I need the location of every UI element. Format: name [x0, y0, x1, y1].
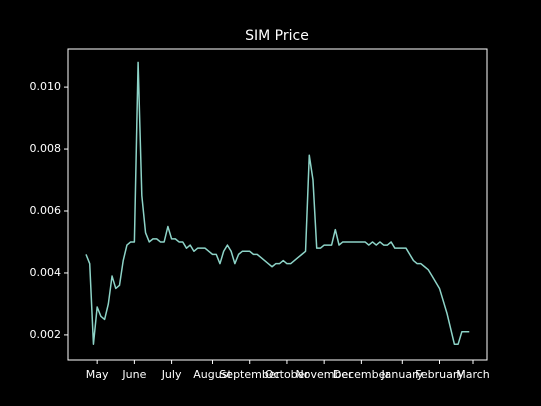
y-tick-label: 0.004 — [30, 266, 62, 279]
x-tick-label: January — [380, 368, 423, 381]
x-tick-label: October — [265, 368, 309, 381]
y-tick-label: 0.002 — [30, 328, 62, 341]
x-tick-label: February — [415, 368, 464, 381]
x-tick-label: May — [86, 368, 109, 381]
price-line — [85, 61, 470, 345]
x-tick-label: December — [333, 368, 391, 381]
y-tick-label: 0.006 — [30, 204, 62, 217]
x-tick-label: September — [219, 368, 280, 381]
axes-frame — [67, 48, 488, 361]
x-tick-label: November — [296, 368, 354, 381]
y-tick-label: 0.008 — [30, 142, 62, 155]
chart-title: SIM Price — [245, 28, 309, 44]
x-tick-label: June — [121, 368, 146, 381]
x-tick-label: March — [456, 368, 490, 381]
y-tick-label: 0.010 — [30, 80, 62, 93]
x-tick-label: August — [193, 368, 232, 381]
x-tick-label: July — [161, 368, 182, 381]
